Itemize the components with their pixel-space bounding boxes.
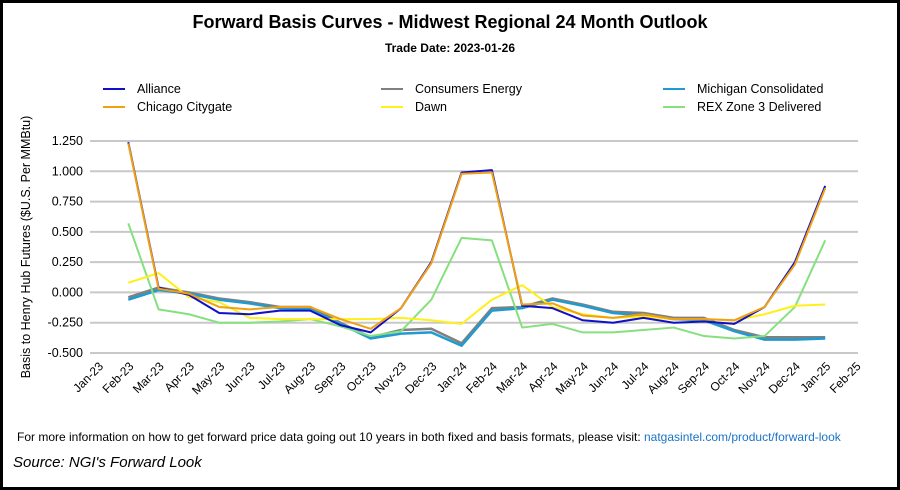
- y-tick-label: 0.000: [52, 285, 83, 299]
- series-line-rex-zone-3-delivered: [127, 223, 827, 340]
- x-tick-label: Feb-25: [827, 359, 864, 396]
- footer-text: For more information on how to get forwa…: [17, 430, 644, 444]
- x-tick-label: Jun-23: [222, 359, 258, 395]
- legend-swatch: [663, 106, 685, 108]
- y-tick-label: 1.000: [52, 164, 83, 178]
- x-tick-label: Sep-23: [311, 359, 348, 396]
- y-axis-title: Basis to Henry Hub Futures ($U.S. Per MM…: [19, 116, 33, 379]
- x-tick-label: Aug-23: [281, 359, 318, 396]
- x-tick-label: Nov-23: [372, 359, 409, 396]
- legend-item: Dawn: [381, 100, 447, 114]
- legend-label: Dawn: [415, 100, 447, 114]
- legend-item: Consumers Energy: [381, 82, 522, 96]
- plot-area: 1.250 1.000 0.750 0.500 0.250 0.000 -0.250 -0.5…: [19, 116, 864, 398]
- chart-subtitle: Trade Date: 2023-01-26: [384, 41, 516, 55]
- x-tick-label: May-23: [189, 359, 227, 397]
- forward-look-link[interactable]: natgasintel.com/product/forward-look: [644, 430, 841, 444]
- legend-item: Alliance: [103, 82, 181, 96]
- legend-swatch: [103, 106, 125, 108]
- legend-swatch: [663, 88, 685, 90]
- legend-label: Alliance: [137, 82, 181, 96]
- chart-title: Forward Basis Curves - Midwest Regional …: [192, 12, 708, 32]
- y-tick-label: -0.500: [48, 346, 83, 360]
- x-tick-label: Nov-24: [735, 359, 772, 396]
- x-tick-label: Feb-23: [100, 359, 137, 396]
- legend-item: Michigan Consolidated: [663, 82, 823, 96]
- footer-note: For more information on how to get forwa…: [17, 430, 841, 444]
- series-line-consumers-energy: [127, 286, 826, 345]
- legend-swatch: [103, 88, 125, 90]
- legend-swatch: [381, 88, 403, 90]
- x-tick-label: Jan-24: [434, 359, 470, 395]
- x-tick-label: Aug-24: [645, 359, 682, 396]
- legend-label: Chicago Citygate: [137, 100, 233, 114]
- x-tick-label: Dec-24: [766, 359, 803, 396]
- x-tick-label: Dec-23: [402, 359, 439, 396]
- x-tick-label: Mar-24: [494, 359, 531, 396]
- x-tick-label: Jan-25: [797, 359, 833, 395]
- legend-swatch: [381, 106, 403, 108]
- y-tick-label: -0.250: [48, 316, 83, 330]
- x-tick-label: Jan-23: [70, 359, 106, 395]
- x-tick-label: Jun-24: [585, 359, 621, 395]
- x-tick-label: Sep-24: [675, 359, 712, 396]
- series-line-dawn: [127, 272, 826, 325]
- y-tick-label: 1.250: [52, 134, 83, 148]
- legend-item: Chicago Citygate: [103, 100, 232, 114]
- y-tick-label: 0.250: [52, 255, 83, 269]
- x-tick-label: Feb-24: [463, 359, 500, 396]
- series-line-alliance: [127, 142, 827, 334]
- x-tick-label: May-24: [553, 359, 591, 397]
- legend-label: Michigan Consolidated: [697, 82, 824, 96]
- legend-item: REX Zone 3 Delivered: [663, 100, 821, 114]
- legend-label: Consumers Energy: [415, 82, 522, 96]
- y-tick-label: 0.750: [52, 195, 83, 209]
- source-note: Source: NGI's Forward Look: [13, 454, 202, 471]
- legend-label: REX Zone 3 Delivered: [697, 100, 822, 114]
- x-tick-label: Mar-23: [130, 359, 167, 396]
- series-line-chicago-citygate: [127, 143, 827, 330]
- y-tick-label: 0.500: [52, 225, 83, 239]
